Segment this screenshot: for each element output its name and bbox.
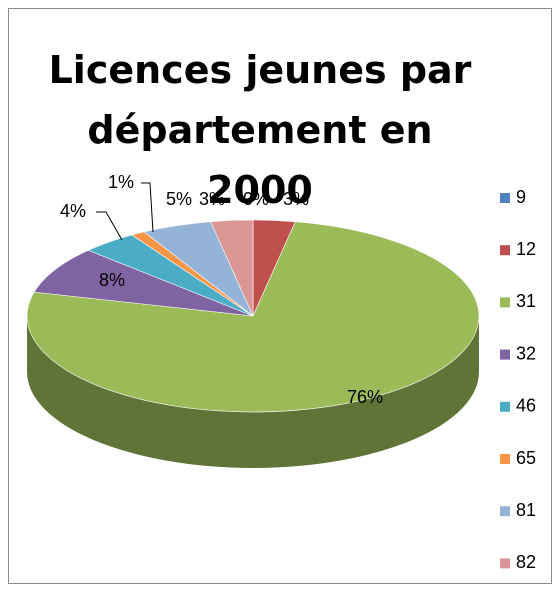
legend-swatch [500,401,510,412]
legend-label: 32 [516,343,536,363]
legend-swatch [500,506,510,517]
pie-slice [210,219,254,317]
legend-swatch [500,297,510,308]
legend-swatch [500,193,510,203]
legend-swatch [500,245,510,256]
chart-title: Licences jeunes par département en 2000 [48,48,472,212]
pie-slice [33,249,254,317]
legend-label: 65 [516,448,536,468]
pie-side [27,316,479,468]
legend-label: 12 [516,239,536,259]
legend-swatch [500,454,510,464]
leader-line [141,182,154,233]
legend-label: 31 [516,291,536,311]
legend-swatch [500,349,510,360]
data-label: 3% [283,189,309,209]
pie-slice [26,221,480,413]
data-label: 3% [199,189,225,209]
legend-swatch [500,558,510,569]
pie [26,219,480,468]
data-label: 76% [347,387,383,407]
legend-label: 46 [516,396,536,416]
legend-label: 9 [516,187,526,207]
data-label: 0% [243,189,269,209]
leader-line [96,211,123,241]
legend-label: 81 [516,500,536,520]
data-label: 4% [60,201,86,221]
legend-label: 82 [516,552,536,572]
data-label: 8% [99,270,125,290]
data-label: 5% [166,189,192,209]
data-label: 1% [108,172,134,192]
